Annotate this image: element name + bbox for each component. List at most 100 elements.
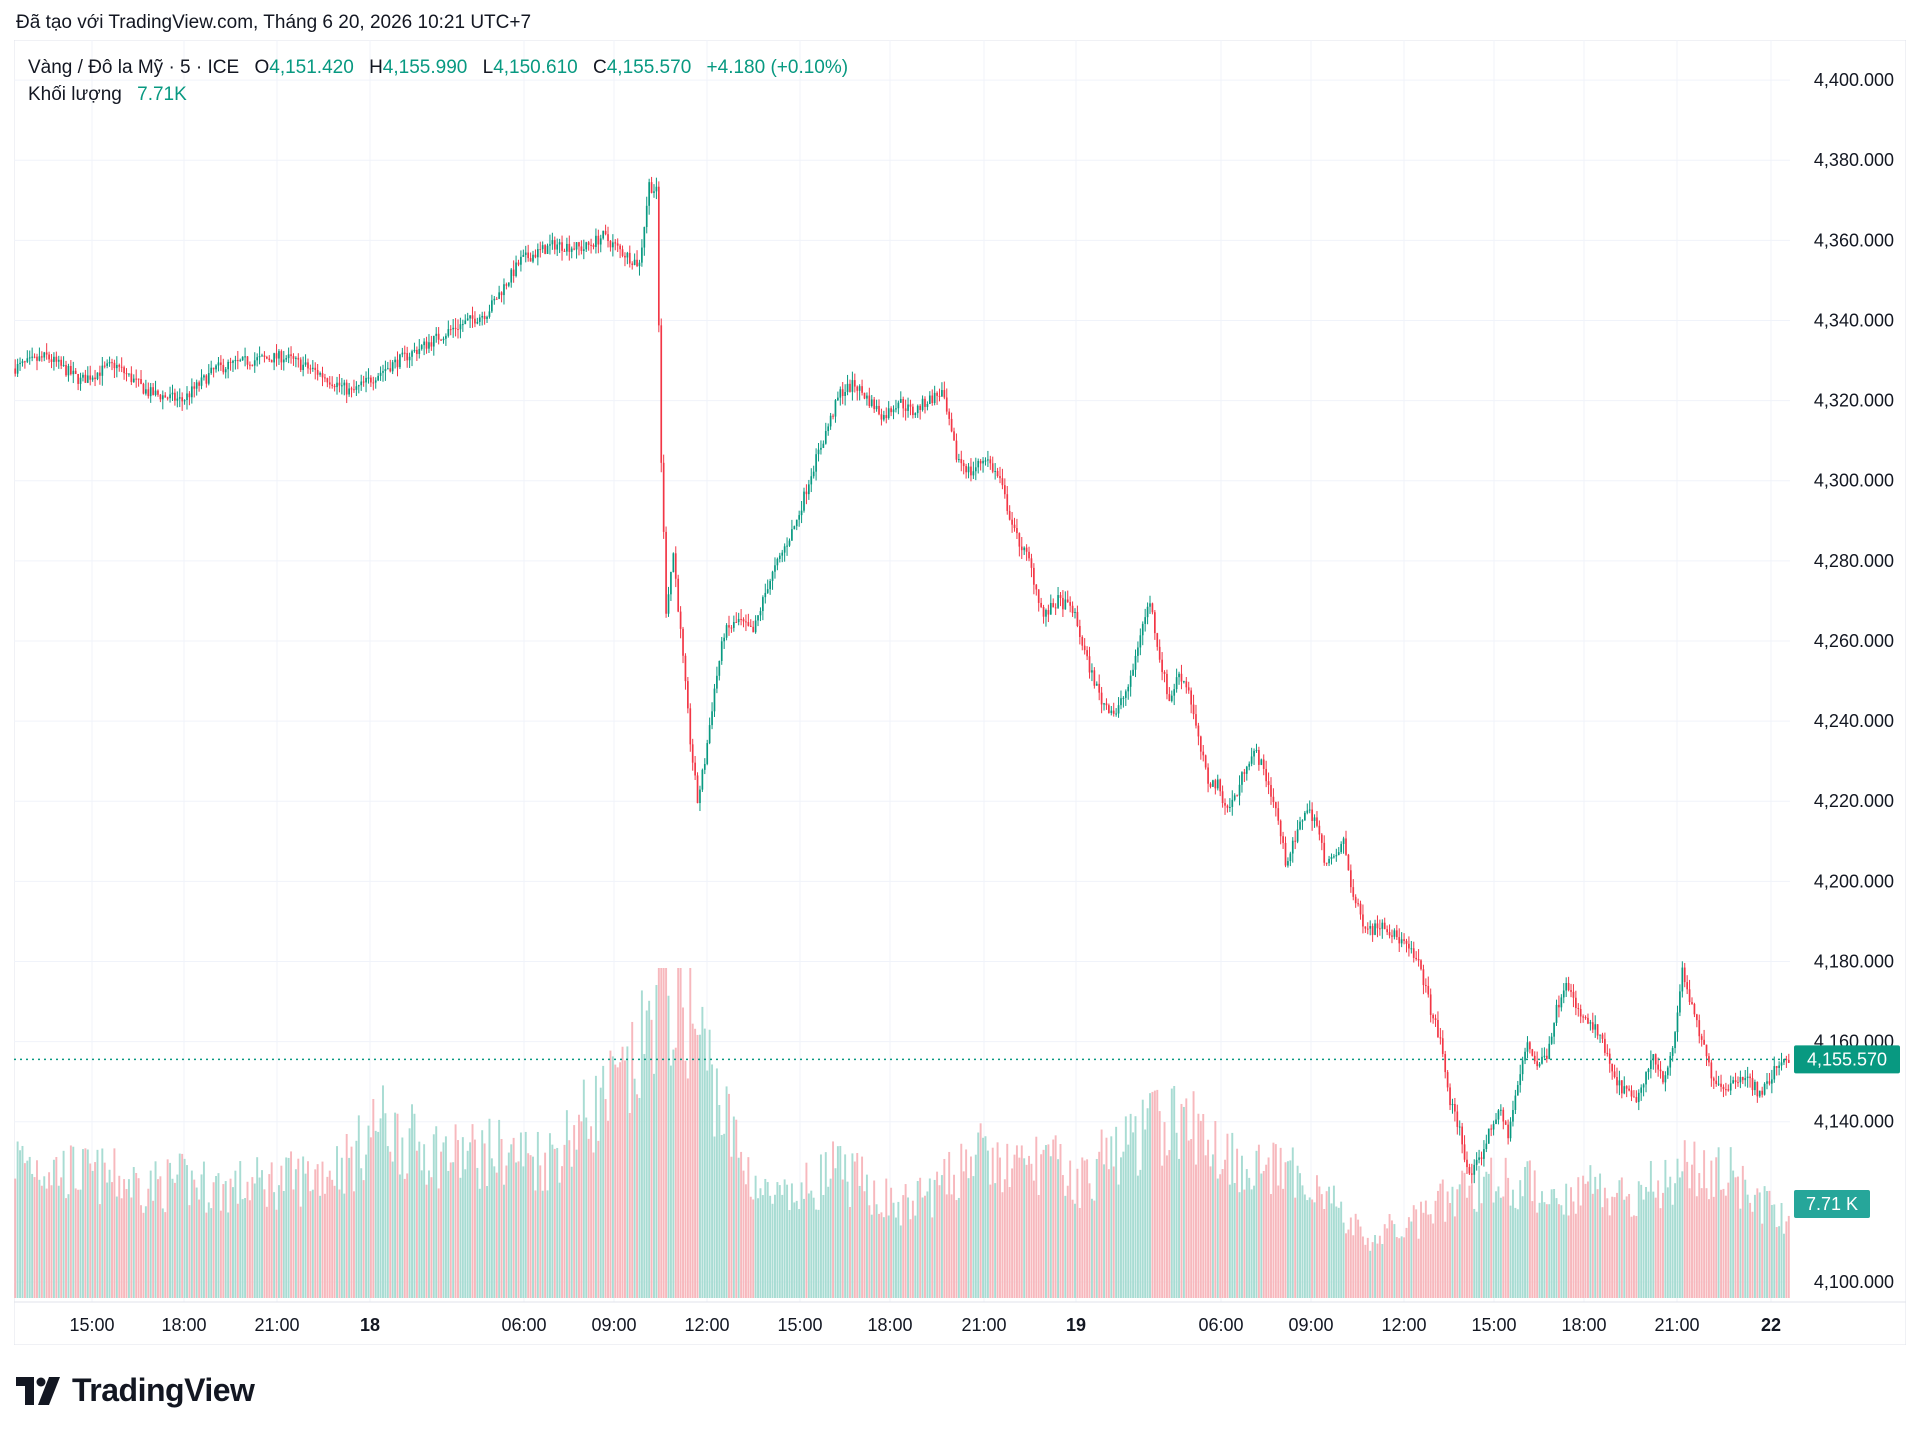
price-chart[interactable]: 4,400.0004,380.0004,360.0004,340.0004,32… [14,40,1906,1345]
volume-bar [1110,1136,1113,1298]
volume-bar [1149,1093,1151,1298]
symbol-label[interactable]: Vàng / Đô la Mỹ · 5 · ICE [28,57,240,78]
volume-bar [217,1173,220,1298]
candle-body [72,370,75,375]
candle-body [115,364,118,369]
volume-bar [1538,1202,1541,1298]
candle-body [253,360,256,366]
volume-bar [1630,1216,1633,1298]
candle-body [781,552,784,556]
volume-bar [1780,1202,1783,1298]
volume-bar [1182,1106,1185,1298]
candle-body [774,565,776,572]
volume-bar [878,1213,880,1298]
candle-body [236,360,239,362]
candle-body [261,355,263,357]
candle-body [1141,623,1144,636]
candle-body [1567,983,1570,991]
volume-bar [1001,1192,1004,1298]
volume-bar [894,1217,897,1298]
volume-bar [1560,1205,1563,1298]
candle-body [1536,1061,1538,1067]
candle-body [1335,855,1338,857]
volume-bar [544,1152,547,1298]
volume-bar [1737,1176,1739,1298]
candle-body [672,553,675,573]
volume-bar [142,1212,145,1298]
volume-bar [156,1179,159,1298]
volume-bar [273,1192,276,1298]
volume-bar [1086,1159,1089,1298]
candle-body [469,315,471,319]
volume-bar [827,1186,830,1298]
volume-bar [1088,1183,1091,1298]
candle-body [275,353,278,359]
candle-body [962,463,965,467]
time-tick-label: 09:00 [1288,1315,1333,1335]
price-axis[interactable]: 4,400.0004,380.0004,360.0004,340.0004,32… [1814,70,1894,1292]
volume-bar [1579,1205,1582,1298]
volume-bar [1543,1202,1546,1298]
volume-bar [1197,1113,1200,1298]
volume-bar [127,1179,130,1298]
volume-bar [1103,1164,1106,1298]
volume-bar [420,1170,423,1298]
tradingview-logo-icon [16,1376,60,1405]
candle-body [701,769,704,790]
candle-body [1042,607,1045,617]
candle-body [1057,595,1059,608]
tradingview-logo[interactable]: TradingView [16,1372,255,1409]
volume-bar [1436,1190,1439,1298]
volume-bar [957,1197,960,1298]
volume-bar [684,1060,687,1298]
volume-bar [631,1021,634,1298]
volume-bar [1374,1235,1377,1298]
volume-bar [1787,1215,1790,1298]
candle-body [1187,687,1190,691]
candle-body [1548,1043,1551,1059]
candle-body [106,363,109,366]
candle-body [960,459,963,464]
candle-body [549,244,551,246]
candle-body [999,476,1001,479]
volume-bar [202,1161,205,1298]
candle-body [844,391,846,396]
volume-bar [314,1169,317,1298]
candle-body [159,394,162,400]
candle-body [517,262,520,265]
candle-body [377,375,379,381]
volume-bar [1279,1147,1282,1298]
volume-bar [452,1162,455,1298]
volume-bar [377,1131,380,1298]
candle-body [1405,940,1408,944]
volume-bar [1359,1226,1362,1298]
volume-bar [1654,1197,1657,1298]
time-axis[interactable]: 15:00 18:00 21:00 18 06:00 09:00 12:00 15:00 18:… [14,1301,1906,1335]
volume-bar [1257,1144,1260,1298]
volume-bar [1717,1147,1720,1298]
candle-body [674,553,677,579]
candle-body [524,252,527,255]
candle-body [220,362,222,365]
volume-label[interactable]: Khối lượng [28,84,122,105]
volume-bar [123,1179,126,1298]
volume-bar [781,1194,784,1298]
candle-body [812,471,815,477]
volume-bar [200,1174,203,1298]
candle-body [1683,967,1686,983]
candle-body [212,367,215,370]
candle-body [892,409,895,413]
candle-body [1679,991,1681,1013]
volume-bar [1161,1165,1164,1298]
volume-bar [945,1194,948,1298]
candle-body [1650,1060,1652,1070]
volume-bar [822,1194,825,1298]
candle-body [1761,1090,1764,1095]
volume-bar [1536,1212,1539,1298]
volume-bar [960,1143,963,1298]
candle-body [1371,926,1374,935]
candle-body [333,385,336,388]
candle-body [1434,1018,1437,1020]
candle-body [120,366,123,368]
candle-body [278,351,280,359]
